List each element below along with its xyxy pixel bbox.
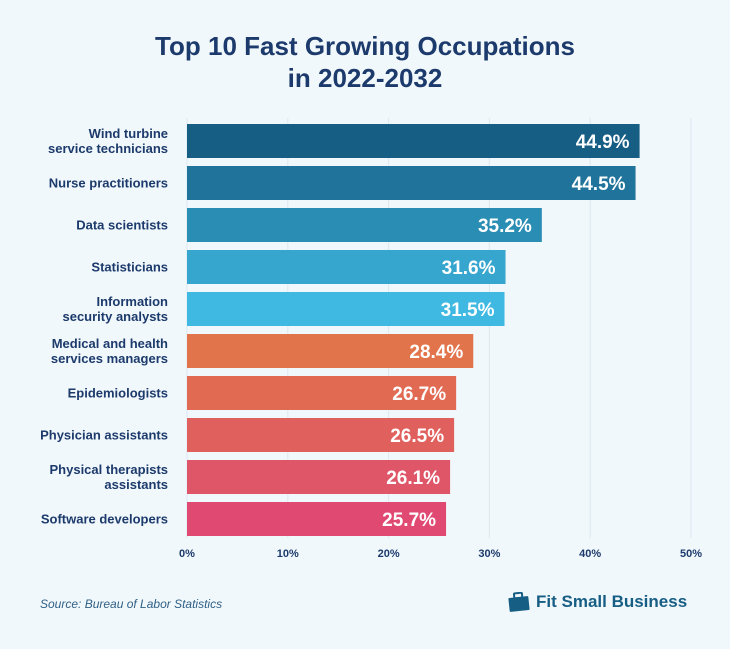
category-label: Physician assistants <box>40 428 168 443</box>
bar <box>187 208 542 242</box>
category-label: Nurse practitioners <box>49 176 168 191</box>
bar-value-label: 25.7% <box>382 510 436 531</box>
bar-value-label: 31.6% <box>442 258 496 279</box>
bar-value-label: 26.1% <box>386 468 440 489</box>
bar <box>187 334 474 368</box>
category-label: Wind turbine <box>89 126 168 141</box>
x-tick-label: 10% <box>277 548 299 560</box>
category-label: Information <box>97 294 169 309</box>
x-tick-label: 30% <box>478 548 500 560</box>
title-line-2: in 2022-2032 <box>287 63 443 93</box>
category-label: security analysts <box>62 309 168 324</box>
bar-value-label: 35.2% <box>478 216 532 237</box>
bar <box>187 418 455 452</box>
brand-logo: Fit Small Business <box>508 592 687 612</box>
bar-value-label: 31.5% <box>441 300 495 321</box>
bar <box>187 166 636 200</box>
category-label: service technicians <box>48 141 168 156</box>
bar <box>187 460 451 494</box>
category-label: Data scientists <box>76 218 168 233</box>
category-label: Physical therapists <box>50 462 169 477</box>
x-tick-label: 50% <box>680 548 702 560</box>
category-label: assistants <box>104 477 168 492</box>
category-label: Software developers <box>41 512 168 527</box>
title-line-1: Top 10 Fast Growing Occupations <box>155 31 575 61</box>
bar <box>187 502 447 536</box>
bar-value-label: 26.5% <box>390 426 444 447</box>
bar-value-label: 44.9% <box>576 132 630 153</box>
category-label: Medical and health <box>52 336 168 351</box>
category-label: services managers <box>51 351 168 366</box>
bar <box>187 376 457 410</box>
brand-name: Fit Small Business <box>536 592 688 611</box>
category-label: Statisticians <box>91 260 168 275</box>
x-tick-label: 0% <box>179 548 195 560</box>
chart-title: Top 10 Fast Growing Occupations in 2022-… <box>0 30 730 94</box>
bar <box>187 250 506 284</box>
category-label: Epidemiologists <box>68 386 168 401</box>
x-tick-label: 20% <box>378 548 400 560</box>
bar-value-label: 44.5% <box>572 174 626 195</box>
source-note: Source: Bureau of Labor Statistics <box>40 597 223 611</box>
x-tick-label: 40% <box>579 548 601 560</box>
bar-value-label: 26.7% <box>392 384 446 405</box>
bar-value-label: 28.4% <box>409 342 463 363</box>
briefcase-icon <box>508 592 530 612</box>
bar <box>187 292 505 326</box>
bar <box>187 124 640 158</box>
